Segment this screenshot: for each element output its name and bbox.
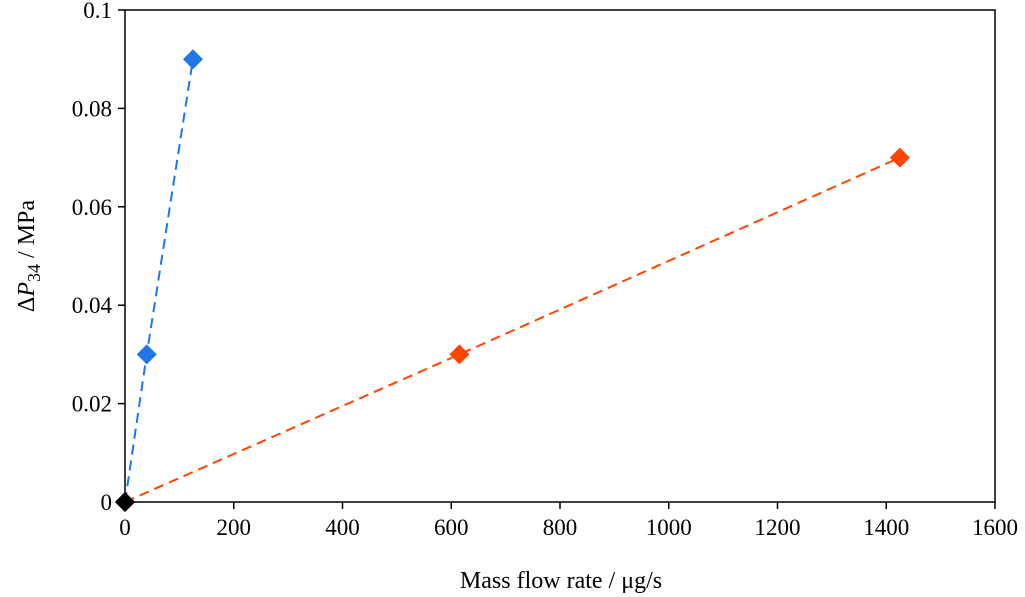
series-1-line xyxy=(124,59,194,503)
series-1-diamond-marker xyxy=(136,344,157,365)
x-tick-label: 1200 xyxy=(755,515,801,540)
axes-layer: 0 200 400 600 800 1000 1200 1400 1600 0 0.02 0.04 0.… xyxy=(72,0,1018,540)
x-tick-label: 800 xyxy=(543,515,578,540)
y-tick-label: 0.04 xyxy=(72,293,113,318)
x-tick-label: 400 xyxy=(325,515,360,540)
series-2-diamond-marker xyxy=(449,344,470,365)
plot-frame xyxy=(124,9,996,503)
x-axis-title: Mass flow rate / μg/s xyxy=(460,568,662,594)
y-tick-label: 0.1 xyxy=(83,0,112,23)
series-layer xyxy=(115,49,910,512)
x-tick-label: 0 xyxy=(119,515,131,540)
y-tick-label: 0 xyxy=(101,490,113,515)
y-axis-title-subscript: 34 xyxy=(24,264,44,282)
series-2-line xyxy=(124,156,901,503)
x-tick-label: 1400 xyxy=(863,515,909,540)
x-tick-label: 1000 xyxy=(646,515,692,540)
y-axis-title-symbol: P xyxy=(14,282,40,298)
y-tick-label: 0.02 xyxy=(72,392,112,417)
x-tick-label: 200 xyxy=(217,515,252,540)
y-tick-label: 0.06 xyxy=(72,195,112,220)
y-axis-title-prefix: Δ xyxy=(14,297,40,312)
y-axis-title-suffix: / MPa xyxy=(14,200,40,264)
x-tick-label: 600 xyxy=(434,515,469,540)
y-axis-title: ΔP34 / MPa xyxy=(14,200,44,312)
x-tick-label: 1600 xyxy=(972,515,1018,540)
y-tick-label: 0.08 xyxy=(72,96,112,121)
series-2-diamond-marker xyxy=(889,147,910,168)
series-1-diamond-marker xyxy=(182,49,203,70)
